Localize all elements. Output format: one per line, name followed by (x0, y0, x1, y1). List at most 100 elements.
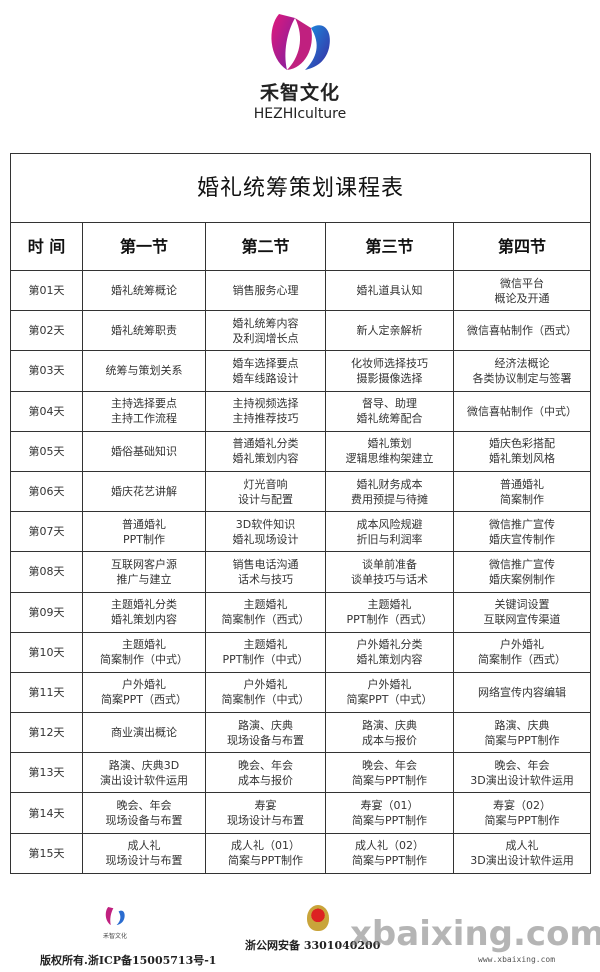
session-line: 婚礼统筹职责 (111, 324, 177, 338)
session-cell: 普通婚礼分类 婚礼策划内容 (205, 430, 326, 472)
session-cell: 3D软件知识 婚礼现场设计 (205, 511, 326, 553)
session-line: 寿宴（01） (360, 799, 419, 813)
session-line: 简案与PPT制作 (352, 773, 427, 787)
session-cell: 婚礼统筹内容 及利润增长点 (205, 310, 326, 352)
session-cell: 晚会、年会 3D演出设计软件运用 (452, 752, 592, 794)
session-line: 婚礼道具认知 (356, 284, 423, 298)
session-cell: 商业演出概论 (82, 712, 206, 754)
table-row: 第05天 婚俗基础知识 普通婚礼分类 婚礼策划内容 婚礼策划 逻辑思维构架建立 婚庆色彩搭配… (10, 430, 592, 472)
session-cell: 关键词设置 互联网宣传渠道 (452, 591, 592, 633)
day-cell: 第06天 (10, 470, 83, 513)
session-line: 户外婚礼 (122, 678, 166, 692)
session-line: 现场设计与布置 (227, 814, 304, 828)
session-cell: 成人礼 现场设计与布置 (82, 832, 206, 874)
session-line: 婚礼统筹配合 (356, 412, 423, 426)
column-header: 第二节 (205, 222, 326, 271)
session-line: 简案与PPT制作 (484, 814, 560, 828)
table-row: 第02天 婚礼统筹职责 婚礼统筹内容 及利润增长点 新人定亲解析 微信喜帖制作（西式） (10, 310, 592, 352)
session-line: 主持视频选择 (232, 397, 299, 411)
table-row: 第11天 户外婚礼 简案PPT（西式） 户外婚礼 简案制作（中式） 户外婚礼 简案PPT（中… (10, 671, 592, 714)
session-line: 成人礼（01） (231, 839, 300, 853)
session-line: 户外婚礼 (243, 678, 288, 692)
session-line: 晚会、年会 (116, 799, 172, 813)
session-cell: 婚礼统筹职责 (82, 310, 206, 352)
session-line: 3D软件知识 (235, 517, 296, 531)
brand-name-en: HEZHIculture (253, 106, 347, 122)
day-cell: 第03天 (10, 350, 83, 392)
session-cell: 新人定亲解析 (325, 310, 454, 352)
session-line: 新人定亲解析 (356, 324, 423, 338)
table-header-row: 时 间第一节 第二节 第三节 第四节 (10, 222, 592, 271)
logo-mark-icon (271, 14, 330, 70)
session-line: 微信推广宣传 (489, 557, 556, 571)
day-cell: 第10天 (10, 631, 83, 673)
session-line: 成本风险规避 (356, 517, 423, 531)
session-cell: 婚礼财务成本 费用预提与待摊 (325, 470, 454, 513)
session-cell: 微信平台 概论及开通 (452, 269, 592, 312)
session-line: 婚礼统筹内容 (232, 316, 299, 330)
session-cell: 微信喜帖制作（中式） (452, 390, 592, 432)
session-line: 晚会、年会 (494, 758, 550, 772)
day-cell: 第05天 (10, 430, 83, 472)
session-line: 成本与报价 (238, 773, 293, 787)
session-line: 婚礼策划内容 (356, 653, 423, 667)
day-cell: 第12天 (10, 712, 83, 754)
watermark: xbaixing.com (350, 914, 600, 954)
session-cell: 主题婚礼 PPT制作（西式） (325, 591, 454, 633)
session-line: 路演、庆典 (238, 718, 293, 732)
table-row: 第15天 成人礼 现场设计与布置 成人礼（01） 简案与PPT制作 成人礼（02） 简案与P… (10, 832, 592, 874)
session-line: 婚礼策划内容 (232, 452, 299, 466)
session-cell: 成人礼 3D演出设计软件运用 (452, 832, 592, 874)
session-line: 谈单前准备 (362, 557, 417, 571)
session-cell: 路演、庆典 现场设备与布置 (205, 712, 326, 754)
session-cell: 婚礼策划 逻辑思维构架建立 (325, 430, 454, 472)
session-line: 户外婚礼分类 (356, 638, 423, 652)
session-line: 统筹与策划关系 (105, 364, 183, 378)
session-cell: 婚礼统筹概论 (82, 269, 206, 312)
session-line: 简案PPT（西式） (101, 693, 187, 707)
session-line: 销售电话沟通 (232, 557, 299, 571)
session-line: 话术与技巧 (238, 572, 293, 586)
session-line: 普通婚礼分类 (232, 437, 299, 451)
session-line: 及利润增长点 (232, 331, 299, 345)
day-cell: 第14天 (10, 792, 83, 834)
session-cell: 成本风险规避 折旧与利润率 (325, 511, 454, 553)
session-cell: 主题婚礼分类 婚礼策划内容 (82, 591, 206, 633)
session-line: 互联网宣传渠道 (483, 613, 561, 627)
session-line: 微信喜帖制作（中式） (467, 404, 578, 418)
session-cell: 网络宣传内容编辑 (452, 671, 592, 714)
session-line: 婚礼策划风格 (489, 452, 556, 466)
session-cell: 销售电话沟通 话术与技巧 (205, 551, 326, 593)
session-line: 户外婚礼 (367, 678, 412, 692)
column-header: 时 间 (10, 222, 83, 271)
session-line: 设计与配置 (238, 492, 293, 506)
session-cell: 普通婚礼 简案制作 (452, 470, 592, 513)
day-cell: 第09天 (10, 591, 83, 633)
table-row: 第10天 主题婚礼 简案制作（中式） 主题婚礼 PPT制作（中式） 户外婚礼分类 婚礼策划内… (10, 631, 592, 673)
session-line: 成人礼 (127, 839, 161, 853)
session-line: 婚车线路设计 (232, 371, 299, 385)
small-logo-text: 禾智文化 (102, 933, 127, 940)
table-row: 第12天 商业演出概论 路演、庆典 现场设备与布置 路演、庆典 成本与报价 路演、庆典 简案与… (10, 712, 592, 754)
session-line: 成人礼（02） (355, 839, 424, 853)
table-row: 第13天 路演、庆典3D 演出设计软件运用 晚会、年会 成本与报价 晚会、年会 简案与PPT… (10, 752, 592, 794)
session-line: 婚车选择要点 (232, 356, 299, 370)
session-line: 简案与PPT制作 (228, 854, 303, 868)
session-line: 成人礼 (505, 839, 539, 853)
session-cell: 路演、庆典3D 演出设计软件运用 (82, 752, 206, 794)
day-cell: 第01天 (10, 269, 83, 312)
session-line: 婚庆花艺讲解 (111, 485, 177, 499)
session-cell: 主题婚礼 简案制作（西式） (205, 591, 326, 633)
session-cell: 化妆师选择技巧 摄影摄像选择 (325, 350, 454, 392)
session-cell: 寿宴 现场设计与布置 (205, 792, 326, 834)
session-line: 简案制作（西式） (221, 613, 310, 627)
table-row: 第14天 晚会、年会 现场设备与布置 寿宴 现场设计与布置 寿宴（01） 简案与PPT制作寿… (10, 792, 592, 834)
session-line: 婚礼统筹概论 (111, 284, 177, 298)
footer-police-block: 浙公网安备 3301040200 (245, 905, 380, 953)
session-line: 主持推荐技巧 (232, 412, 299, 426)
session-line: 寿宴（02） (493, 799, 552, 813)
session-line: 路演、庆典 (362, 718, 417, 732)
day-cell: 第07天 (10, 511, 83, 553)
session-cell: 晚会、年会 现场设备与布置 (82, 792, 206, 834)
session-line: 微信平台 (500, 276, 545, 290)
